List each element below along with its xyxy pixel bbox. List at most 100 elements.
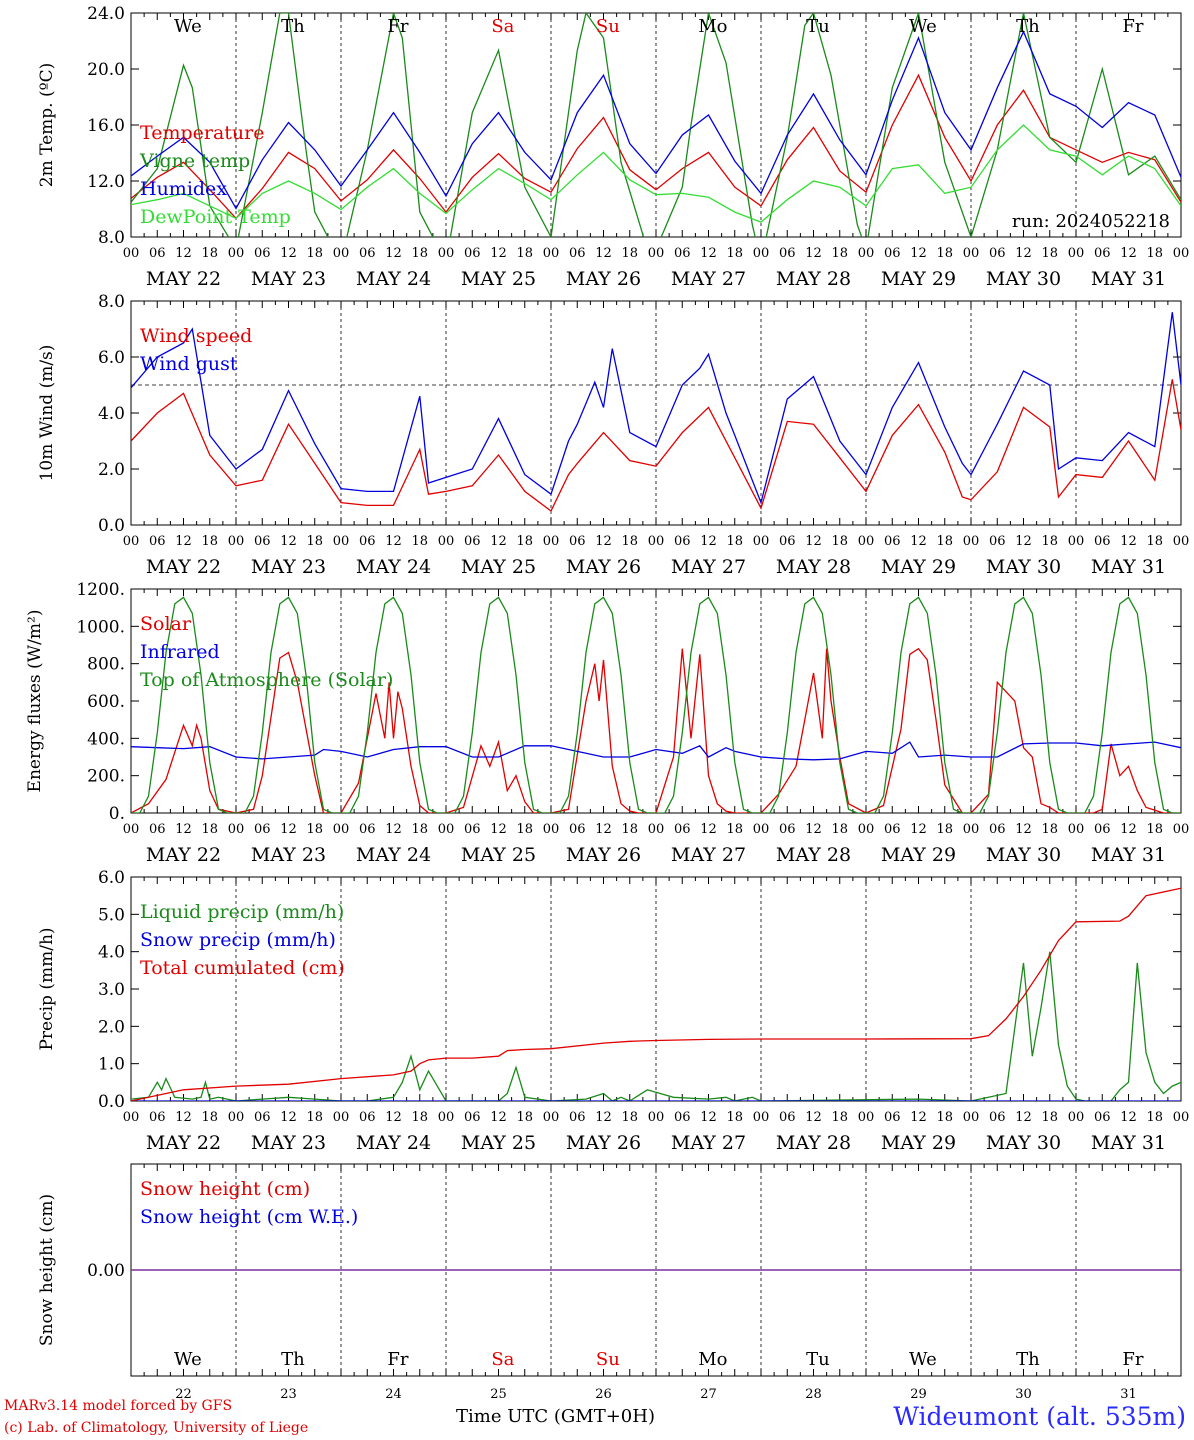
date-label: MAY 31 — [1091, 1132, 1166, 1154]
hour-tick-label: 00 — [333, 1110, 350, 1125]
date-label: MAY 28 — [776, 556, 851, 578]
hour-tick-label: 06 — [149, 534, 166, 549]
y-tick-label: 20.0 — [87, 60, 125, 80]
hour-tick-label: 18 — [201, 534, 218, 549]
date-label: MAY 23 — [251, 1132, 326, 1154]
hour-tick-label: 00 — [438, 1110, 455, 1125]
hour-tick-label: 00 — [123, 822, 140, 837]
date-label: MAY 22 — [146, 1132, 221, 1154]
date-label: MAY 28 — [776, 1132, 851, 1154]
hour-tick-label: 06 — [569, 1110, 586, 1125]
hour-tick-label: 06 — [989, 1110, 1006, 1125]
hour-tick-label: 18 — [621, 822, 638, 837]
hour-tick-label: 12 — [1015, 534, 1032, 549]
weekday-label: Th — [281, 1349, 305, 1370]
hour-tick-label: 00 — [1173, 1110, 1190, 1125]
day-number-label: 30 — [1015, 1387, 1032, 1402]
hour-tick-label: 00 — [858, 534, 875, 549]
date-label: MAY 23 — [251, 844, 326, 866]
hour-tick-label: 00 — [963, 1110, 980, 1125]
hour-tick-label: 12 — [595, 246, 612, 261]
hour-tick-label: 00 — [228, 822, 245, 837]
weekday-label: Th — [281, 16, 305, 37]
hour-tick-label: 12 — [385, 822, 402, 837]
y-tick-label: 8.0 — [98, 292, 125, 312]
hour-tick-label: 12 — [280, 822, 297, 837]
hour-tick-label: 12 — [910, 534, 927, 549]
hour-tick-label: 18 — [201, 822, 218, 837]
hour-tick-label: 06 — [1094, 246, 1111, 261]
hour-tick-label: 12 — [490, 822, 507, 837]
hour-tick-label: 18 — [726, 822, 743, 837]
date-label: MAY 24 — [356, 556, 431, 578]
date-label: MAY 24 — [356, 844, 431, 866]
y-axis-title: 10m Wind (m/s) — [37, 345, 57, 482]
legend-entry: Snow precip (mm/h) — [140, 929, 336, 951]
series-line-wind-speed — [131, 379, 1181, 512]
hour-tick-label: 12 — [175, 534, 192, 549]
series-line-infrared — [131, 741, 1181, 761]
hour-tick-label: 00 — [228, 1110, 245, 1125]
y-tick-label: 2.0 — [98, 460, 125, 480]
hour-tick-label: 12 — [1120, 246, 1137, 261]
date-label: MAY 26 — [566, 1132, 641, 1154]
y-axis-title: 2m Temp. (ºC) — [37, 63, 57, 188]
y-tick-label: 24.0 — [87, 4, 125, 24]
date-label: MAY 25 — [461, 268, 536, 290]
hour-tick-label: 00 — [543, 822, 560, 837]
hour-tick-label: 12 — [490, 1110, 507, 1125]
hour-tick-label: 18 — [1146, 246, 1163, 261]
hour-tick-label: 18 — [831, 534, 848, 549]
date-label: MAY 23 — [251, 268, 326, 290]
legend-entry: Wind gust — [140, 353, 238, 375]
date-label: MAY 28 — [776, 844, 851, 866]
hour-tick-label: 12 — [700, 534, 717, 549]
date-label: MAY 22 — [146, 844, 221, 866]
hour-tick-label: 00 — [123, 246, 140, 261]
hour-tick-label: 00 — [123, 1110, 140, 1125]
date-label: MAY 22 — [146, 268, 221, 290]
y-tick-label: 800. — [87, 655, 125, 675]
hour-tick-label: 00 — [543, 246, 560, 261]
legend-entry: Solar — [140, 613, 192, 635]
hour-tick-label: 06 — [674, 246, 691, 261]
hour-tick-label: 18 — [936, 822, 953, 837]
hour-tick-label: 12 — [385, 534, 402, 549]
hour-tick-label: 12 — [700, 1110, 717, 1125]
hour-tick-label: 06 — [989, 246, 1006, 261]
weekday-label: Su — [596, 1349, 620, 1370]
weekday-label: Tu — [806, 16, 830, 37]
legend-entry: Vigne temp — [139, 150, 250, 172]
series-line-temperature — [131, 73, 1181, 220]
hour-tick-label: 06 — [254, 246, 271, 261]
hour-tick-label: 00 — [753, 1110, 770, 1125]
hour-tick-label: 12 — [1015, 1110, 1032, 1125]
hour-tick-label: 12 — [385, 1110, 402, 1125]
day-number-label: 26 — [595, 1387, 612, 1402]
hour-tick-label: 12 — [490, 534, 507, 549]
series-line-solar — [131, 647, 1181, 813]
day-number-label: 25 — [490, 1387, 507, 1402]
hour-tick-label: 12 — [805, 534, 822, 549]
hour-tick-label: 00 — [963, 822, 980, 837]
hour-tick-label: 12 — [805, 1110, 822, 1125]
hour-tick-label: 12 — [910, 1110, 927, 1125]
date-label: MAY 30 — [986, 556, 1061, 578]
day-number-label: 24 — [385, 1387, 402, 1402]
hour-tick-label: 00 — [438, 246, 455, 261]
hour-tick-label: 06 — [464, 246, 481, 261]
hour-tick-label: 06 — [779, 1110, 796, 1125]
hour-tick-label: 06 — [254, 822, 271, 837]
y-tick-label: 4.0 — [98, 404, 125, 424]
y-tick-label: 400. — [87, 729, 125, 749]
hour-tick-label: 06 — [359, 1110, 376, 1125]
panel-4 — [130, 876, 1182, 1102]
hour-tick-label: 18 — [306, 1110, 323, 1125]
legend-entry: Temperature — [140, 122, 264, 144]
date-label: MAY 27 — [671, 1132, 746, 1154]
date-label: MAY 31 — [1091, 268, 1166, 290]
hour-tick-label: 18 — [1146, 534, 1163, 549]
date-label: MAY 27 — [671, 844, 746, 866]
hour-tick-label: 06 — [884, 822, 901, 837]
hour-tick-label: 00 — [648, 534, 665, 549]
